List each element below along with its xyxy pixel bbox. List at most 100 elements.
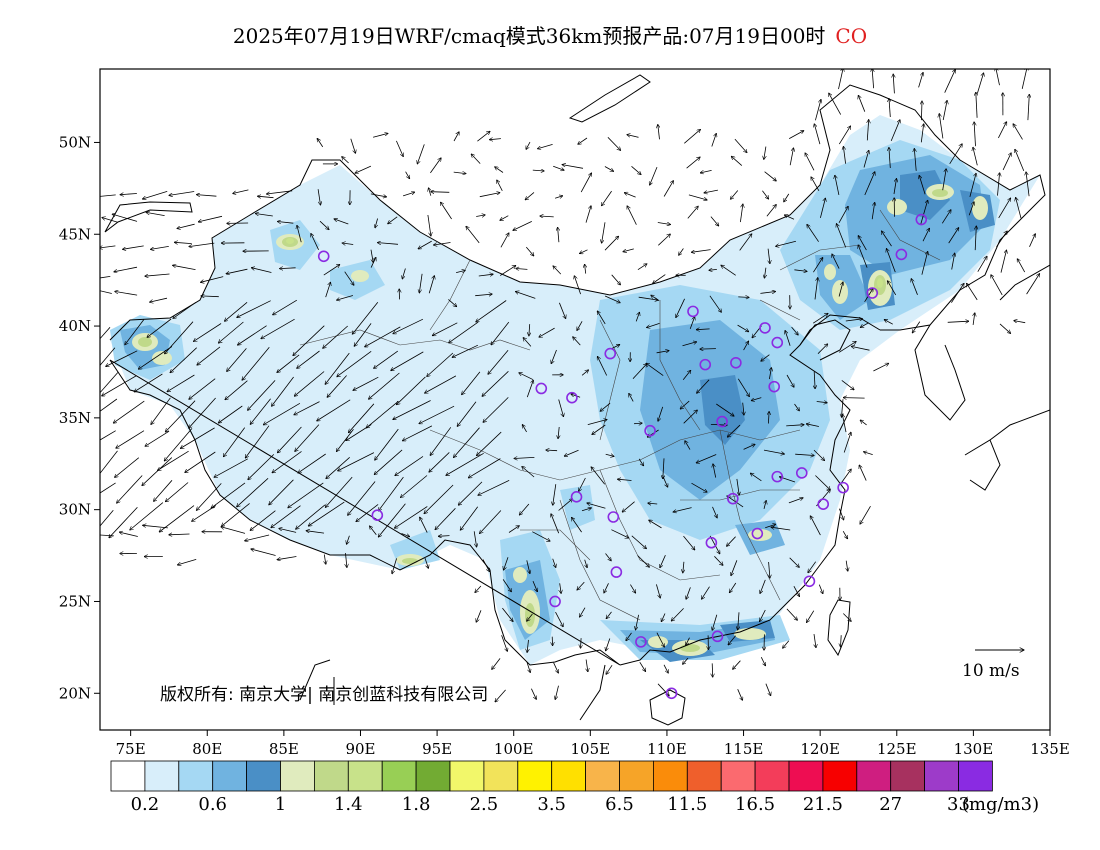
lat-tick-label: 25N (59, 592, 91, 610)
wind-arrow (656, 632, 665, 647)
lon-tick-label: 105E (571, 740, 611, 758)
wind-arrow (766, 205, 776, 217)
wind-arrow (814, 634, 816, 648)
wind-arrow (393, 318, 424, 334)
taiwan-island (827, 599, 851, 657)
colorbar-label: 0.6 (198, 794, 228, 815)
wind-arrow (147, 318, 172, 337)
korea-japan-coast (914, 324, 966, 421)
wind-arrow (789, 131, 804, 139)
wind-arrow (468, 458, 501, 478)
lon-tick-label: 115E (724, 740, 764, 758)
wind-arrow (843, 613, 851, 622)
wind-arrow (841, 380, 854, 389)
wind-arrow (769, 561, 770, 578)
wind-arrow (434, 242, 451, 246)
wind-arrow (838, 341, 856, 353)
station-marker (711, 630, 724, 643)
wind-arrow (829, 93, 842, 115)
station-marker (895, 248, 908, 261)
wind-arrow (763, 449, 784, 454)
station-marker (915, 213, 928, 226)
wind-arrow (737, 689, 743, 700)
wind-arrow (356, 504, 379, 521)
colorbar-cell (212, 760, 247, 792)
wind-arrow (473, 531, 476, 547)
wind-arrow (580, 249, 588, 254)
wind-arrow (581, 638, 582, 648)
wind-arrow (117, 475, 143, 504)
wind-arrow (428, 276, 434, 294)
wind-arrow (119, 532, 138, 537)
colorbar-label: 0.2 (130, 794, 160, 815)
lat-axis: 20N 25N 30N 35N 40N 45N 50N (59, 133, 100, 702)
wind-arrow (860, 505, 871, 524)
wind-arrow (1000, 250, 1007, 273)
wind-arrow (682, 370, 691, 380)
wind-arrow (394, 506, 428, 529)
wind-arrow (456, 270, 465, 272)
wind-arrow (100, 276, 111, 279)
wind-arrow (173, 265, 196, 270)
station-marker (607, 511, 620, 523)
wind-arrow (248, 454, 275, 479)
wind-arrow (337, 295, 354, 301)
wind-arrow (471, 154, 481, 164)
wind-arrow (942, 169, 947, 191)
wind-arrow (727, 496, 744, 508)
wind-arrow (764, 171, 777, 181)
station-marker (759, 322, 771, 334)
wind-arrow (337, 350, 372, 376)
station-marker (795, 467, 808, 479)
wind-arrow (165, 482, 189, 502)
wind-arrow (663, 181, 673, 197)
wind-arrow (250, 398, 271, 425)
wind-arrow (151, 397, 171, 425)
wind-arrow (116, 430, 145, 449)
wind-arrow (527, 613, 533, 621)
wind-arrow (815, 99, 821, 121)
wind-arrow (815, 475, 830, 490)
wind-arrow (696, 329, 710, 330)
wind-arrow (765, 683, 771, 696)
wind-arrow (454, 427, 480, 458)
wind-arrow (776, 240, 796, 246)
wind-arrow (346, 424, 372, 441)
wind-arrow (743, 341, 749, 351)
station-marker (803, 575, 816, 588)
wind-arrow (996, 69, 1000, 86)
wind-arrow (843, 398, 865, 399)
colorbar-cell (246, 760, 281, 792)
wind-arrow (164, 428, 193, 461)
wind-arrow (585, 559, 588, 568)
wind-arrow (374, 350, 399, 368)
china-southwest-border (109, 359, 621, 666)
wind-arrow (714, 556, 723, 565)
station-marker (771, 470, 784, 483)
wind-arrow (431, 192, 450, 193)
wind-arrow (353, 376, 379, 390)
wind-arrow (424, 484, 454, 514)
wind-arrow (508, 526, 519, 533)
wind-arrow (818, 584, 823, 594)
wind-arrow (639, 661, 646, 671)
wind-arrow (180, 427, 215, 449)
wind-arrow (476, 610, 482, 622)
wind-arrow (794, 270, 807, 272)
lon-axis: 75E 80E 85E 90E 95E 100E 105E 110E 115E 120E 125E 1… (116, 730, 1070, 758)
wind-arrow (338, 452, 375, 471)
wind-arrow (743, 402, 744, 415)
colorbar-label: 21.5 (802, 794, 843, 815)
wind-arrow (269, 479, 294, 505)
wind-arrow (552, 558, 556, 568)
wind-arrow (858, 95, 866, 112)
wind-arrow (740, 204, 743, 223)
wind-arrow (174, 242, 192, 243)
wind-arrow (663, 458, 664, 478)
wind-arrow (317, 138, 324, 148)
wind-arrow (477, 131, 490, 142)
wind-arrow (460, 506, 479, 530)
wind-arrow (342, 243, 354, 245)
wind-arrow (951, 253, 955, 270)
wind-arrow (920, 124, 923, 143)
